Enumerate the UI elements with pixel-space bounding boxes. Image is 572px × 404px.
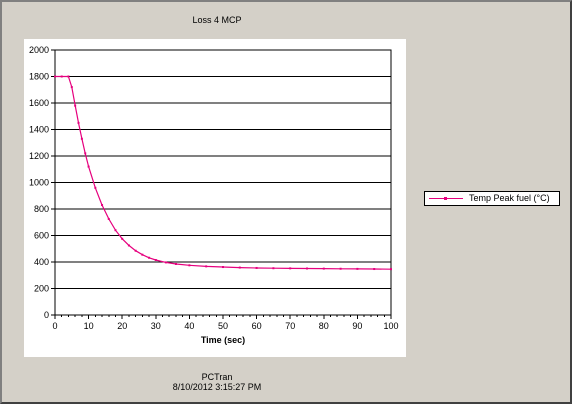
y-tick-label: 1800 [29,72,49,82]
y-tick-label: 800 [34,204,49,214]
series-point [94,186,97,189]
y-tick-label: 200 [34,284,49,294]
series-point [121,237,124,240]
series-point [222,266,224,269]
y-tick-label: 1600 [29,98,49,108]
chart-title: Loss 4 MCP [192,15,242,25]
series-point [322,267,325,270]
series-line [55,75,392,270]
x-tick-label: 100 [383,321,398,331]
y-tick-label: 400 [34,257,49,267]
y-tick-label: 1400 [29,125,49,135]
series-point [114,229,117,232]
series-point [390,268,392,271]
legend-label: Temp Peak fuel (°C) [469,193,550,203]
series-point [272,267,275,270]
series-point [238,266,241,269]
x-tick-label: 0 [52,321,57,331]
series-point [70,86,73,89]
series-point [174,262,177,265]
series-point [84,152,87,155]
x-tick-label: 10 [84,321,94,331]
series-point [339,267,342,270]
series-point [289,267,292,270]
series-point [54,75,56,78]
x-tick-label: 20 [117,321,127,331]
x-tick-label: 80 [319,321,329,331]
series-point [77,121,80,124]
footer-timestamp: 8/10/2012 3:15:27 PM [172,382,262,392]
series-point [74,104,77,107]
series-point [164,261,167,264]
series-point [60,75,63,78]
series-point [80,137,83,140]
legend-line-icon [429,197,463,200]
series-point [87,165,90,168]
series-point [205,265,208,268]
series-point [134,249,137,252]
x-tick-label: 60 [252,321,262,331]
series-point [101,204,104,207]
x-tick-label: 40 [184,321,194,331]
series-point [107,217,110,220]
series-point [127,244,130,247]
y-tick-label: 2000 [29,45,49,55]
series-point [356,267,359,270]
x-axis-label: Time (sec) [201,335,245,345]
x-tick-label: 90 [352,321,362,331]
x-tick-label: 50 [218,321,228,331]
y-tick-label: 0 [44,310,49,320]
series-point [373,268,376,271]
series-point [148,256,151,259]
line-chart: 0 200 400 600 800 1000 1200 1400 1600 1800 2000 0 10… [29,45,399,345]
series-point [255,266,258,269]
series-point [141,253,144,256]
series-point [306,267,308,270]
plot-panel: 0 200 400 600 800 1000 1200 1400 1600 1800 2000 0 10… [24,39,406,357]
series-point [67,75,70,78]
y-tick-label: 1200 [29,151,49,161]
footer-app-name: PCTran [201,372,233,382]
x-tick-label: 30 [151,321,161,331]
y-tick-label: 1000 [29,178,49,188]
legend: Temp Peak fuel (°C) [424,191,560,206]
x-tick-label: 70 [285,321,295,331]
series-point [154,259,157,262]
y-tick-label: 600 [34,231,49,241]
series-point [188,264,191,267]
